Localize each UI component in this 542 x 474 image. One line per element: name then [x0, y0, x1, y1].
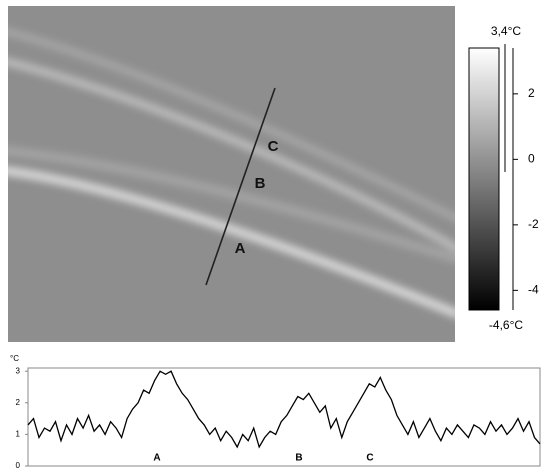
- colorbar-tick-label: -2: [528, 217, 539, 231]
- line-label: B: [255, 175, 266, 192]
- profile-line: [27, 370, 541, 449]
- y-tick-label: 1: [16, 429, 21, 438]
- line-label: C: [268, 138, 279, 155]
- colorbar-max: 3,4°C: [491, 24, 521, 38]
- colorbar-tick-label: 2: [528, 86, 535, 100]
- y-tick-label: 3: [16, 366, 21, 375]
- colorbar: [468, 47, 500, 311]
- profile-frame: [27, 367, 541, 467]
- thermal-image: [8, 6, 455, 342]
- profile-marker: C: [366, 453, 373, 464]
- colorbar-tick-label: -4: [528, 283, 539, 297]
- profile-marker: A: [153, 453, 160, 464]
- y-tick-label: 0: [16, 461, 21, 469]
- y-axis-label: °C: [10, 354, 19, 363]
- line-label: A: [235, 240, 246, 257]
- colorbar-min: -4,6°C: [489, 318, 523, 332]
- y-tick-label: 2: [16, 398, 21, 407]
- profile-marker: B: [295, 453, 302, 464]
- colorbar-tick-label: 0: [528, 152, 535, 166]
